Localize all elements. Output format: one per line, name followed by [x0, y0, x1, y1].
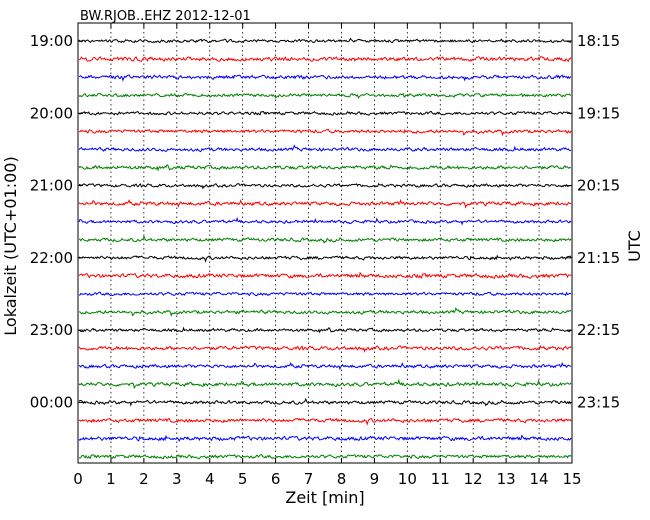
left-tick-label: 23:00 [30, 321, 73, 339]
trace-line [78, 397, 572, 407]
trace-line [78, 417, 572, 426]
trace-line [78, 198, 572, 209]
trace-line [78, 144, 572, 153]
left-tick-label: 19:00 [30, 32, 73, 50]
left-axis-label: Lokalzeit (UTC+01:00) [1, 156, 20, 335]
left-tick-labels: 19:00 20:00 21:00 22:00 23:00 00:00 [30, 32, 73, 411]
x-tick-label: 4 [205, 470, 215, 488]
x-tick-labels: 0 1 2 3 4 5 6 7 8 9 10 11 12 13 14 15 [73, 470, 581, 488]
trace-line [78, 37, 572, 44]
x-tick-label: 8 [337, 470, 347, 488]
x-tick-label: 5 [238, 470, 248, 488]
x-tick-label: 1 [106, 470, 116, 488]
trace-line [78, 378, 572, 390]
x-tick-label: 13 [497, 470, 516, 488]
trace-line [78, 326, 572, 334]
trace-line [78, 291, 572, 297]
x-tick-label: 0 [73, 470, 83, 488]
trace-line [78, 110, 572, 116]
x-tick-label: 9 [370, 470, 380, 488]
trace-line [78, 454, 572, 460]
trace-line [78, 361, 572, 371]
trace-group [78, 37, 572, 460]
x-tick-label: 6 [271, 470, 281, 488]
vertical-grid [110, 23, 540, 463]
right-tick-label: 19:15 [577, 104, 620, 122]
x-tick-label: 7 [304, 470, 314, 488]
left-tick-label: 22:00 [30, 249, 73, 267]
trace-line [78, 92, 572, 99]
trace-line [78, 56, 572, 63]
trace-line [78, 434, 572, 442]
trace-line [78, 344, 572, 353]
right-tick-label: 23:15 [577, 393, 620, 411]
left-tick-label: 00:00 [30, 393, 73, 411]
chart-title: BW.RJOB..EHZ 2012-12-01 [80, 9, 251, 24]
x-axis-label: Zeit [min] [285, 488, 364, 507]
trace-line [78, 164, 572, 172]
x-tick-label: 14 [530, 470, 549, 488]
plot-frame [77, 22, 573, 464]
x-tick-label: 10 [398, 470, 417, 488]
x-tick-label: 2 [139, 470, 149, 488]
left-tick-label: 21:00 [30, 177, 73, 195]
trace-line [78, 254, 572, 263]
x-tick-label: 11 [431, 470, 450, 488]
trace-line [78, 235, 572, 244]
left-tick-label: 20:00 [30, 104, 73, 122]
x-tick-label: 12 [464, 470, 483, 488]
right-tick-label: 20:15 [577, 177, 620, 195]
x-tick-label: 15 [562, 470, 581, 488]
trace-line [78, 182, 572, 190]
trace-line [78, 216, 572, 226]
trace-line [78, 128, 572, 137]
trace-line [78, 271, 572, 279]
right-tick-labels: 18:15 19:15 20:15 21:15 22:15 23:15 [577, 32, 620, 411]
trace-line [78, 74, 572, 82]
axis-ticks [77, 23, 573, 463]
right-tick-label: 18:15 [577, 32, 620, 50]
right-axis-label: UTC [625, 230, 644, 262]
x-tick-label: 3 [172, 470, 182, 488]
trace-line [79, 307, 572, 318]
right-tick-label: 22:15 [577, 321, 620, 339]
right-tick-label: 21:15 [577, 249, 620, 267]
